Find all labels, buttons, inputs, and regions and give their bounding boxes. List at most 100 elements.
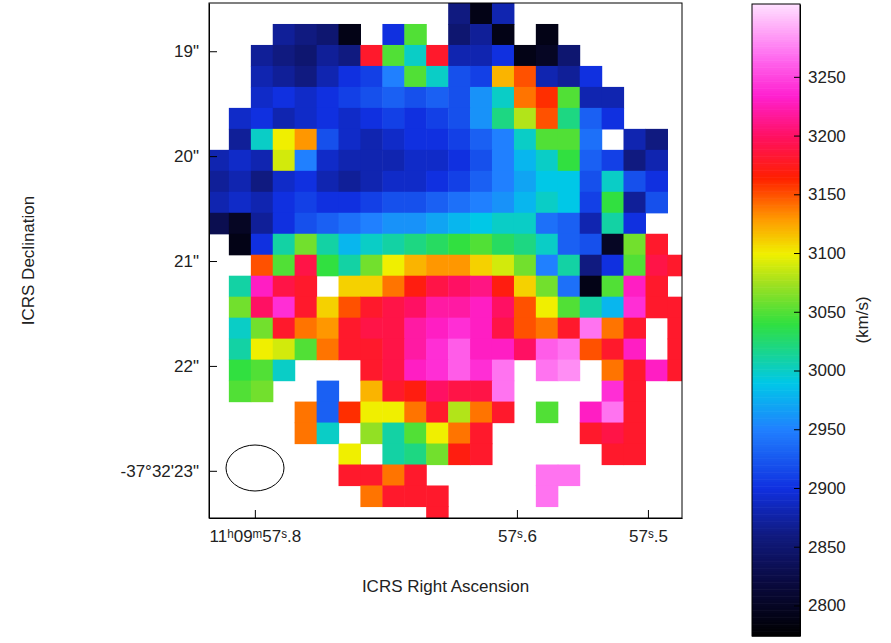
tick: 2900 xyxy=(794,479,846,498)
colorbar xyxy=(752,4,800,637)
cell xyxy=(470,171,492,193)
cell xyxy=(229,381,251,403)
tick-label: 57ˢ.6 xyxy=(498,527,537,546)
cell xyxy=(404,87,426,109)
cell xyxy=(426,381,448,403)
cell xyxy=(492,3,514,25)
cell xyxy=(251,234,273,256)
cell xyxy=(492,276,514,298)
cell xyxy=(229,150,251,172)
cell xyxy=(514,297,536,319)
tick: 3050 xyxy=(794,303,846,322)
cell xyxy=(404,24,426,46)
cell xyxy=(667,360,682,382)
cell xyxy=(536,318,558,340)
cell xyxy=(295,108,317,130)
cell xyxy=(448,87,470,109)
cell xyxy=(580,108,602,130)
cell xyxy=(251,318,273,340)
cell xyxy=(339,402,361,424)
cell xyxy=(623,192,645,214)
cell xyxy=(646,297,668,319)
cell xyxy=(360,255,382,277)
cell xyxy=(448,171,470,193)
cell xyxy=(558,276,580,298)
cell xyxy=(382,150,404,172)
cell xyxy=(558,360,580,382)
cell xyxy=(339,213,361,235)
cell xyxy=(426,150,448,172)
cell xyxy=(317,45,339,67)
x-axis-title: ICRS Right Ascension xyxy=(362,577,529,596)
cell xyxy=(492,87,514,109)
cell xyxy=(448,192,470,214)
tick-mark xyxy=(648,510,649,518)
cell xyxy=(229,360,251,382)
y-axis-title: ICRS Declination xyxy=(19,196,38,325)
cell xyxy=(492,108,514,130)
cell xyxy=(514,213,536,235)
cell xyxy=(382,213,404,235)
cell xyxy=(514,150,536,172)
cell xyxy=(317,192,339,214)
cell xyxy=(339,87,361,109)
cell xyxy=(426,297,448,319)
tick-mark xyxy=(794,605,800,606)
cell xyxy=(580,234,602,256)
cell xyxy=(580,192,602,214)
cell xyxy=(360,213,382,235)
cell xyxy=(448,150,470,172)
cell xyxy=(360,171,382,193)
cell xyxy=(492,297,514,319)
axis-line xyxy=(800,5,801,637)
tick-mark xyxy=(794,371,800,372)
cell xyxy=(623,276,645,298)
tick-label: 2900 xyxy=(808,479,846,498)
cell xyxy=(667,255,682,277)
cell xyxy=(536,192,558,214)
tick-mark xyxy=(794,194,800,195)
cell xyxy=(404,129,426,151)
cell xyxy=(404,108,426,130)
cell xyxy=(404,66,426,88)
colorbar-axis: 2800285029002950300030503100315032003250 xyxy=(794,5,846,637)
cell xyxy=(448,444,470,466)
cell xyxy=(667,339,682,361)
plot-frame xyxy=(209,3,682,518)
cell xyxy=(536,360,558,382)
cell xyxy=(448,297,470,319)
cell xyxy=(448,24,470,46)
tick: 3200 xyxy=(794,127,846,146)
cell xyxy=(404,150,426,172)
cell xyxy=(317,297,339,319)
tick-label: 22" xyxy=(174,357,199,376)
cell xyxy=(295,318,317,340)
cell xyxy=(623,318,645,340)
cell xyxy=(273,192,295,214)
cell xyxy=(558,339,580,361)
cell xyxy=(295,255,317,277)
cell xyxy=(339,66,361,88)
tick-mark xyxy=(794,488,800,489)
cell xyxy=(317,129,339,151)
cell xyxy=(251,87,273,109)
cell xyxy=(602,192,624,214)
cell xyxy=(623,339,645,361)
cell xyxy=(646,150,668,172)
cell xyxy=(360,108,382,130)
cell xyxy=(404,402,426,424)
cell xyxy=(558,150,580,172)
cell xyxy=(536,171,558,193)
tick-label: 3150 xyxy=(808,185,846,204)
cell xyxy=(273,234,295,256)
cell xyxy=(426,423,448,445)
cell xyxy=(623,171,645,193)
cell xyxy=(558,129,580,151)
cell xyxy=(470,24,492,46)
tick: 22" xyxy=(174,357,217,376)
cell xyxy=(360,45,382,67)
cell xyxy=(295,150,317,172)
cell xyxy=(360,297,382,319)
tick-mark xyxy=(209,366,217,367)
cell xyxy=(646,255,668,277)
